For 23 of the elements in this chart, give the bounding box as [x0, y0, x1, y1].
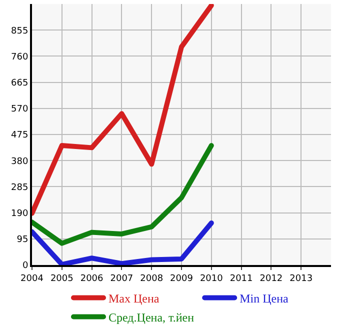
y-tick-label: 285	[11, 182, 28, 193]
y-tick-label: 665	[11, 78, 28, 88]
x-tick-label: 2013	[290, 274, 313, 284]
x-tick-label: 2010	[200, 274, 224, 284]
x-tick-label: 2009	[170, 274, 194, 284]
x-tick-label: 2011	[230, 274, 253, 284]
y-tick-label: 760	[11, 52, 28, 62]
legend-label: Min Цена	[240, 291, 290, 306]
y-tick-label: 95	[16, 235, 28, 246]
x-tick-label: 2004	[20, 274, 44, 284]
y-tick-label: 0	[22, 261, 28, 272]
x-tick-label: 2005	[50, 274, 74, 284]
x-tick-label: 2008	[140, 274, 164, 284]
x-tick-label: 2007	[110, 274, 134, 284]
legend-label: Max Цена	[108, 291, 160, 306]
y-tick-label: 190	[11, 208, 28, 219]
y-tick-label: 380	[11, 156, 28, 167]
x-tick-label: 2012	[260, 274, 283, 284]
y-tick-label: 570	[11, 104, 28, 115]
legend-label: Сред.Цена, т.йен	[108, 310, 195, 324]
y-tick-label: 855	[11, 26, 28, 36]
y-tick-label: 475	[11, 130, 28, 141]
x-tick-label: 2006	[80, 274, 104, 284]
